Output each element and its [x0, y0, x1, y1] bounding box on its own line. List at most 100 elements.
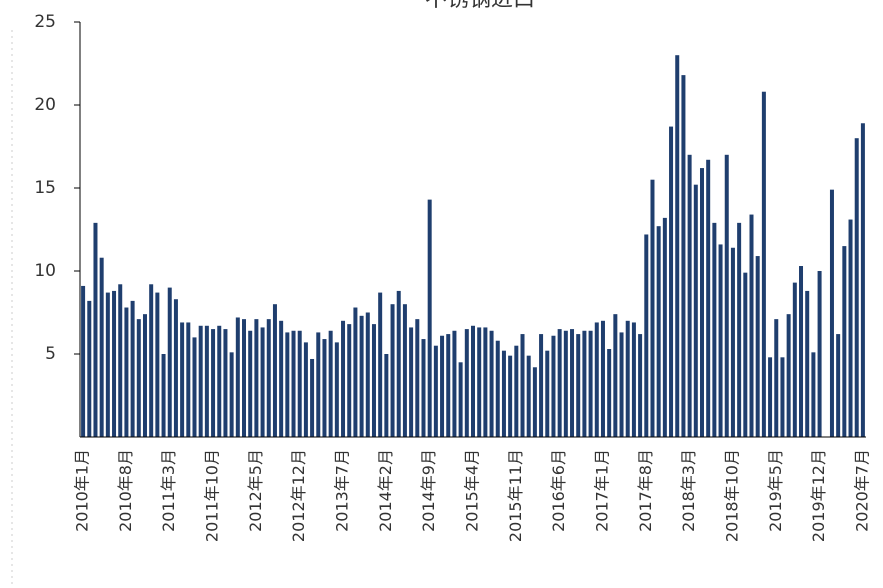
x-tick-label: 2010年1月 [73, 449, 92, 532]
bar [310, 358, 315, 437]
x-tick-label: 2017年1月 [592, 449, 611, 532]
bar [161, 354, 166, 437]
bar [415, 319, 420, 437]
bar [446, 334, 451, 437]
bar [112, 290, 117, 437]
x-tick-label: 2010年8月 [116, 449, 135, 532]
bar [464, 329, 469, 437]
bar [402, 304, 407, 437]
bar [192, 337, 197, 437]
x-tick-label: 2019年5月 [766, 449, 785, 532]
bar [347, 324, 352, 437]
bar [545, 350, 550, 437]
bar [761, 91, 766, 437]
bar [477, 327, 482, 437]
bar [570, 329, 575, 437]
bar [532, 367, 537, 437]
bar [693, 184, 698, 437]
bar [285, 332, 290, 437]
bar [495, 340, 500, 437]
x-tick-label: 2011年10月 [203, 449, 222, 542]
bar [792, 282, 797, 437]
bar [316, 332, 321, 437]
bar [582, 330, 587, 437]
bar [774, 319, 779, 437]
bar [130, 300, 135, 437]
bar [768, 357, 773, 437]
bar [675, 55, 680, 437]
bar [223, 329, 228, 437]
bar [743, 272, 748, 437]
bar [848, 219, 853, 437]
bar [551, 335, 556, 437]
bar [242, 319, 247, 437]
bar [557, 329, 562, 437]
bar [712, 222, 717, 437]
bar [173, 299, 178, 437]
bar [520, 334, 525, 437]
bar [576, 334, 581, 437]
y-tick-label: 25 [34, 12, 56, 32]
bar [396, 290, 401, 437]
bar [279, 320, 284, 437]
bar [291, 330, 296, 437]
bar [359, 315, 364, 437]
bar [142, 314, 147, 437]
bar [718, 244, 723, 437]
bar [755, 256, 760, 437]
bar [631, 322, 636, 437]
bar [786, 314, 791, 437]
bar [297, 330, 302, 437]
bar [730, 247, 735, 437]
bar [650, 179, 655, 437]
bar [452, 330, 457, 437]
bar [167, 287, 172, 437]
x-tick-label: 2018年10月 [722, 449, 741, 542]
bar [526, 355, 531, 437]
bar [390, 304, 395, 437]
bar [669, 126, 674, 437]
bar [842, 246, 847, 437]
bar [155, 292, 160, 437]
y-tick-label: 5 [45, 344, 56, 364]
bar [229, 352, 234, 437]
bar [811, 352, 816, 437]
x-tick-label: 2018年3月 [679, 449, 698, 532]
bar [272, 304, 277, 437]
y-tick-label: 10 [34, 261, 56, 281]
bar [625, 320, 630, 437]
bar [204, 325, 209, 437]
bar [328, 330, 333, 437]
bar [613, 314, 618, 437]
x-tick-label: 2015年11月 [506, 449, 525, 542]
bar [489, 330, 494, 437]
bar [799, 266, 804, 437]
bar [371, 324, 376, 437]
x-tick-label: 2012年5月 [246, 449, 265, 532]
x-tick-label: 2017年8月 [636, 449, 655, 532]
bar [662, 217, 667, 437]
bar [817, 271, 822, 437]
bar [706, 159, 711, 437]
bar [124, 307, 129, 437]
bar [780, 357, 785, 437]
bar [87, 300, 92, 437]
bar [149, 284, 154, 437]
bar [235, 317, 240, 437]
bar [248, 330, 253, 437]
bar [483, 327, 488, 437]
bar [384, 354, 389, 437]
x-tick-label: 2013年7月 [333, 449, 352, 532]
bar [433, 345, 438, 437]
bar [737, 222, 742, 437]
bar [458, 362, 463, 437]
bar [681, 75, 686, 438]
bar [749, 214, 754, 437]
bar [539, 334, 544, 437]
bar [341, 320, 346, 437]
bar [353, 307, 358, 437]
y-tick-label: 20 [34, 95, 56, 115]
bar [254, 319, 259, 437]
bar [198, 325, 203, 437]
bar [805, 290, 810, 437]
